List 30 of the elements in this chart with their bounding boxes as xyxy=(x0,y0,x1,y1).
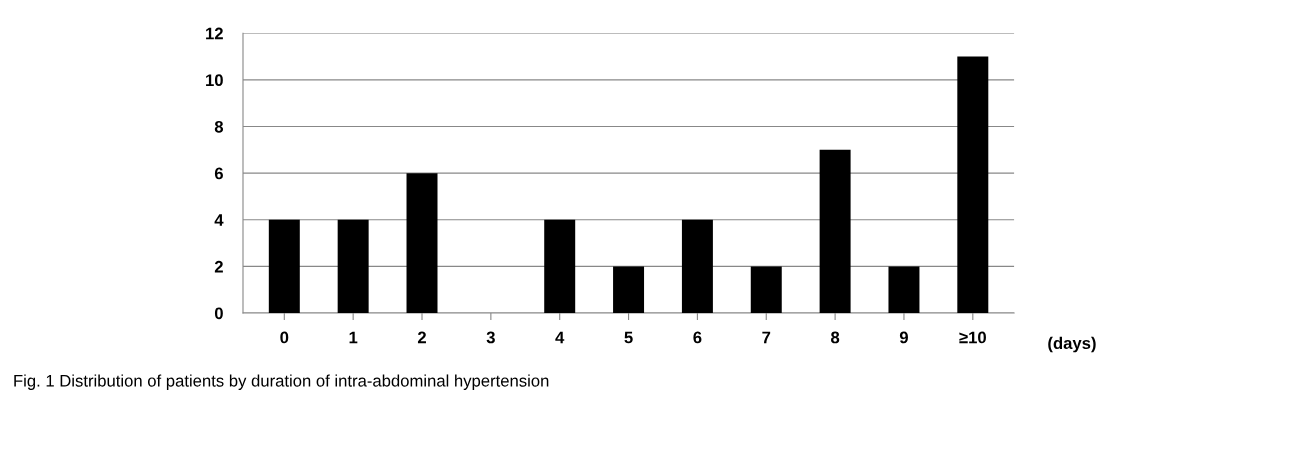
x-axis-title: (days) xyxy=(1048,336,1096,353)
x-tick-label: 5 xyxy=(624,331,633,344)
y-tick-label: 2 xyxy=(214,260,223,273)
bar xyxy=(750,266,782,314)
bar xyxy=(681,219,713,314)
y-tick-label: 8 xyxy=(214,120,224,133)
bar xyxy=(406,173,438,314)
y-tick-label: 10 xyxy=(206,74,223,87)
x-tick-label: ≥10 xyxy=(959,331,986,344)
y-tick-label: 4 xyxy=(214,214,224,226)
x-tick-label: 9 xyxy=(899,331,908,344)
x-tick-label: 0 xyxy=(280,331,289,344)
y-tick-label: 0 xyxy=(214,307,223,320)
bar xyxy=(957,56,989,314)
bar xyxy=(544,219,576,314)
x-tick-label: 1 xyxy=(349,331,358,344)
x-tick-label: 4 xyxy=(555,331,565,344)
x-tick-label: 6 xyxy=(693,331,702,344)
y-tick-label: 12 xyxy=(206,27,223,40)
bar xyxy=(888,266,920,314)
y-tick-label: 6 xyxy=(214,167,223,180)
bar xyxy=(268,219,300,314)
x-tick-label: 2 xyxy=(417,331,426,344)
x-tick-label: 3 xyxy=(486,331,495,344)
caption: Fig. 1 Distribution of patients by duration of intra-abdominal hypertension xyxy=(14,374,549,390)
bar xyxy=(337,219,369,314)
bar xyxy=(613,266,645,314)
x-tick-label: 7 xyxy=(762,331,771,344)
bar xyxy=(819,149,851,314)
x-tick-label: 8 xyxy=(831,331,840,344)
